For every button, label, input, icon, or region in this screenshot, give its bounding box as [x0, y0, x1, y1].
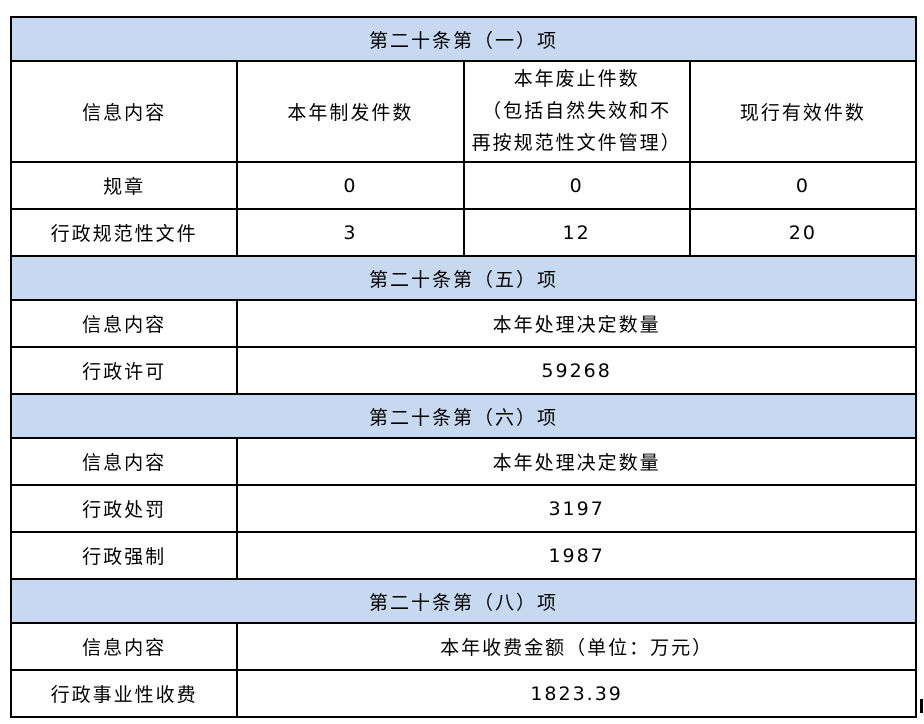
row-label-administrative-penalty: 行政处罚 [9, 484, 239, 533]
value-cell: 3197 [236, 484, 917, 533]
row-administrative-penalty: 行政处罚 3197 [9, 484, 917, 533]
row-normative-documents: 行政规范性文件 3 12 20 [9, 208, 918, 257]
section-20-5-title-row: 第二十条第（五）项 [10, 255, 917, 301]
row-label-rules: 规章 [9, 161, 239, 210]
section-20-1-title: 第二十条第（一）项 [10, 16, 917, 62]
row-label-administrative-fees: 行政事业性收费 [9, 669, 239, 718]
value-cell: 0 [462, 161, 691, 210]
value-cell: 0 [236, 161, 465, 210]
section-20-1-title-row: 第二十条第（一）项 [10, 16, 917, 62]
row-rules: 规章 0 0 0 [9, 161, 918, 210]
section-20-6-title: 第二十条第（六）项 [10, 393, 917, 439]
col-header-decisions-count: 本年处理决定数量 [236, 437, 917, 486]
section-20-5-header-row: 信息内容 本年处理决定数量 [9, 299, 917, 348]
section-20-8-title-row: 第二十条第（八）项 [10, 578, 917, 624]
value-cell: 20 [688, 208, 918, 257]
value-cell: 1987 [236, 531, 917, 580]
value-cell: 0 [688, 161, 918, 210]
value-cell: 59268 [236, 346, 917, 395]
row-administrative-fees: 行政事业性收费 1823.39 [9, 669, 917, 718]
col-header-info-content: 信息内容 [9, 299, 239, 348]
value-cell: 1823.39 [236, 669, 917, 718]
col-header-issued-count: 本年制发件数 [236, 60, 465, 163]
row-label-administrative-licensing: 行政许可 [9, 346, 239, 395]
text-cursor-artifact [920, 699, 923, 713]
value-cell: 12 [462, 208, 691, 257]
row-administrative-licensing: 行政许可 59268 [9, 346, 917, 395]
row-administrative-coercion: 行政强制 1987 [9, 531, 917, 580]
section-20-6-title-row: 第二十条第（六）项 [10, 393, 917, 439]
col-header-info-content: 信息内容 [9, 437, 239, 486]
col-header-info-content: 信息内容 [9, 622, 239, 671]
row-label-normative-documents: 行政规范性文件 [9, 208, 239, 257]
section-20-8-title: 第二十条第（八）项 [10, 578, 917, 624]
section-20-6-header-row: 信息内容 本年处理决定数量 [9, 437, 917, 486]
col-header-info-content: 信息内容 [9, 60, 239, 163]
section-20-1-header-row: 信息内容 本年制发件数 本年废止件数 （包括自然失效和不 再按规范性文件管理） … [9, 60, 918, 163]
col-header-decisions-count: 本年处理决定数量 [236, 299, 917, 348]
annual-report-table: 第二十条第（一）项 信息内容 本年制发件数 本年废止件数 （包括自然失效和不 再… [9, 16, 918, 718]
col-header-effective-count: 现行有效件数 [688, 60, 918, 163]
row-label-administrative-coercion: 行政强制 [9, 531, 239, 580]
value-cell: 3 [236, 208, 465, 257]
section-20-8-header-row: 信息内容 本年收费金额（单位：万元） [9, 622, 917, 671]
col-header-repealed-count: 本年废止件数 （包括自然失效和不 再按规范性文件管理） [462, 60, 691, 163]
section-20-5-title: 第二十条第（五）项 [10, 255, 917, 301]
col-header-fee-amount: 本年收费金额（单位：万元） [236, 622, 917, 671]
